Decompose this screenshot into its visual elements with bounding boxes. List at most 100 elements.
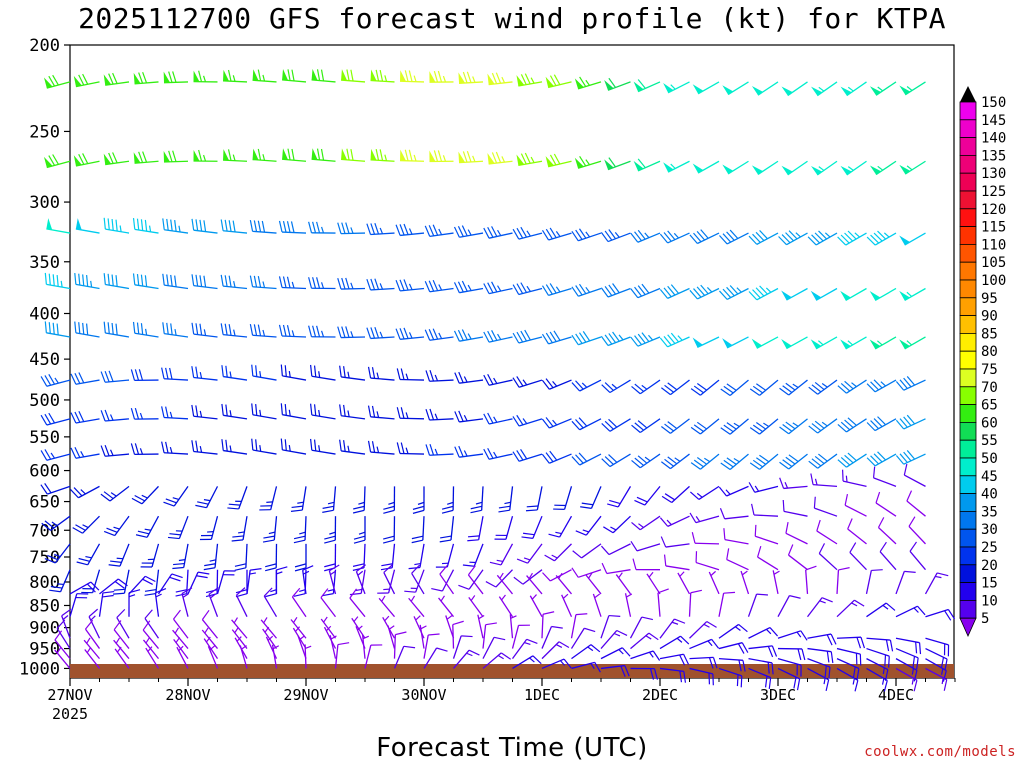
wind-barb-flag xyxy=(109,414,114,421)
wind-barb-staff xyxy=(223,414,248,420)
wind-barb-staff xyxy=(606,569,631,575)
wind-barb-flag xyxy=(229,410,232,417)
wind-barb-flag xyxy=(293,593,306,597)
wind-barb-flag xyxy=(384,75,388,82)
wind-barb-pennant xyxy=(193,149,200,162)
wind-barb-flag xyxy=(322,505,334,509)
wind-barb-flag xyxy=(403,279,409,291)
wind-barb-staff xyxy=(590,486,602,509)
y-tick-label: 950 xyxy=(29,640,60,660)
wind-barb-flag xyxy=(483,283,490,294)
colorbar-label: 130 xyxy=(981,166,1006,182)
wind-barb-flag xyxy=(779,387,790,396)
wind-barb-flag xyxy=(107,218,110,230)
wind-barb-flag xyxy=(238,531,245,534)
wind-barb-flag xyxy=(349,592,362,596)
wind-barb-flag xyxy=(345,326,350,338)
wind-barb-flag xyxy=(664,384,674,393)
wind-barb-flag xyxy=(552,380,558,387)
wind-barb-flag xyxy=(552,419,558,426)
wind-barb-flag xyxy=(873,418,883,428)
y-tick-label: 1000 xyxy=(19,659,60,679)
wind-barb-flag xyxy=(578,332,587,343)
wind-barb-staff xyxy=(865,570,872,595)
wind-barb-flag xyxy=(943,679,948,691)
wind-barb-staff xyxy=(467,574,484,595)
wind-barb-flag xyxy=(50,452,56,459)
wind-barb-flag xyxy=(581,502,594,506)
wind-barb-flag xyxy=(199,446,203,453)
wind-barb-staff xyxy=(816,160,838,176)
wind-barb-staff xyxy=(509,486,514,511)
wind-barb-flag xyxy=(265,593,277,598)
wind-barb-staff xyxy=(667,160,690,173)
wind-barb-flag xyxy=(221,439,224,451)
wind-barb-flag xyxy=(817,340,824,346)
colorbar-swatch xyxy=(959,297,977,316)
wind-barb-pennant xyxy=(692,163,704,174)
credit-text[interactable]: coolwx.com/models xyxy=(864,744,1016,760)
wind-barb-flag xyxy=(110,492,117,497)
wind-barb-pennant xyxy=(781,86,793,96)
wind-barb-flag xyxy=(729,229,739,239)
colorbar-label: 30 xyxy=(981,522,998,538)
wind-barb-flag xyxy=(816,519,821,532)
wind-barb-flag xyxy=(578,228,587,239)
wind-barb-flag xyxy=(52,74,59,86)
wind-barb-flag xyxy=(756,457,767,465)
wind-barb-staff xyxy=(777,595,791,618)
wind-barb-flag xyxy=(653,668,658,680)
wind-barb-flag xyxy=(618,572,623,579)
wind-barb-flag xyxy=(782,459,793,468)
wind-barb-flag xyxy=(483,331,490,343)
wind-barb-flag xyxy=(140,323,144,335)
wind-barb-flag xyxy=(461,225,468,237)
wind-barb-staff xyxy=(271,644,278,669)
wind-barb-flag xyxy=(376,372,380,379)
wind-barb-flag xyxy=(428,280,435,292)
wind-barb-flag xyxy=(181,587,193,594)
wind-barb-flag xyxy=(607,503,619,508)
wind-barb-flag xyxy=(44,558,56,564)
wind-barb-flag xyxy=(541,418,550,429)
wind-barb-flag xyxy=(40,414,48,426)
wind-barb-flag xyxy=(667,230,676,241)
wind-barb-flag xyxy=(661,426,671,434)
wind-barb-pennant xyxy=(545,76,554,88)
wind-barb-flag xyxy=(316,325,321,337)
wind-barb-pennant xyxy=(604,80,614,91)
wind-barb-flag xyxy=(236,636,242,642)
wind-barb-flag xyxy=(405,447,409,454)
wind-barb-flag xyxy=(312,325,317,337)
wind-barb-flag xyxy=(571,231,579,242)
wind-barb-staff xyxy=(785,532,808,545)
wind-barb-flag xyxy=(756,593,769,596)
wind-barb-flag xyxy=(571,567,579,578)
wind-barb-flag xyxy=(840,421,851,431)
wind-barb-flag xyxy=(801,648,806,661)
wind-barb-flag xyxy=(325,625,332,632)
colorbar-top-arrow xyxy=(960,86,976,102)
wind-barb-flag xyxy=(278,276,283,288)
wind-barb-flag xyxy=(555,286,561,293)
wind-barb-flag xyxy=(234,567,247,571)
wind-barb-staff xyxy=(304,516,307,541)
wind-barb-flag xyxy=(308,221,313,233)
wind-barb-flag xyxy=(811,458,822,467)
wind-barb-flag xyxy=(695,516,701,522)
wind-barb-flag xyxy=(575,613,588,616)
wind-barb-pennant xyxy=(487,73,495,85)
wind-barb-flag xyxy=(584,627,596,633)
colorbar-swatch xyxy=(959,332,977,352)
wind-barb-flag xyxy=(324,535,336,540)
wind-barb-flag xyxy=(877,86,884,92)
wind-barb-flag xyxy=(630,336,639,347)
wind-barb-flag xyxy=(155,593,162,598)
wind-barb-flag xyxy=(347,410,350,417)
wind-barb-pennant xyxy=(75,218,82,230)
wind-barb-flag xyxy=(493,416,498,423)
wind-barb-flag xyxy=(178,225,181,233)
wind-barb-staff xyxy=(144,618,160,639)
wind-barb-flag xyxy=(703,623,710,628)
wind-barb-flag xyxy=(818,543,826,554)
